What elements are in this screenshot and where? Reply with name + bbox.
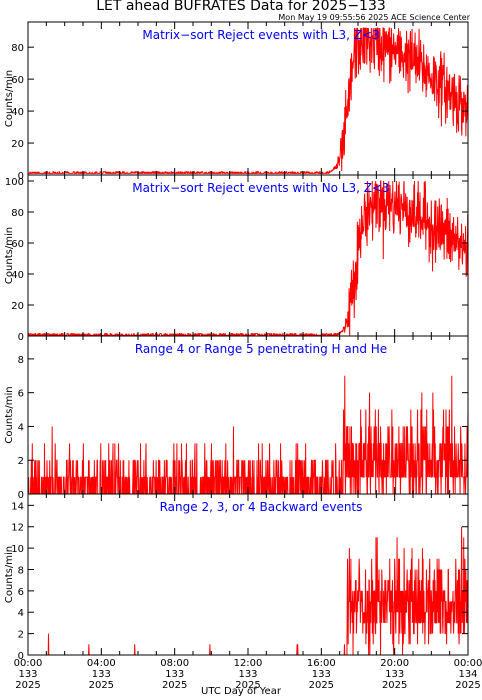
x-tick-day-label: 133 (165, 669, 184, 680)
y-tick-label-3: 4 (18, 422, 24, 433)
x-tick-day-label: 133 (92, 669, 111, 680)
y-axis-label-1: Counts/min (4, 70, 15, 127)
x-tick-year-label: 2025 (235, 680, 260, 691)
series-line-3-1 (27, 375, 469, 495)
y-tick-label-1: 80 (11, 43, 24, 54)
x-axis-label: UTC Day of Year (201, 686, 281, 697)
x-tick-year-label: 2025 (89, 680, 114, 691)
y-tick-label-4: 6 (18, 587, 24, 598)
y-tick-label-2: 0 (18, 332, 24, 343)
y-tick-label-3: 6 (18, 389, 24, 400)
y-tick-label-3: 8 (18, 355, 24, 366)
panel-title-1: Matrix−sort Reject events with L3, Z<3 (142, 28, 379, 42)
y-tick-label-4: 8 (18, 565, 24, 576)
x-tick-year-label: 2025 (382, 680, 407, 691)
x-tick-day-label: 133 (385, 669, 404, 680)
x-tick-time-label: 00:00 (14, 658, 43, 669)
y-tick-label-3: 2 (18, 456, 24, 467)
x-tick-day-label: 134 (458, 669, 477, 680)
y-tick-label-1: 20 (11, 139, 24, 150)
y-tick-label-4: 12 (11, 523, 24, 534)
x-tick-year-label: 2025 (309, 680, 334, 691)
x-tick-day-label: 133 (238, 669, 257, 680)
y-tick-label-2: 80 (11, 208, 24, 219)
y-tick-label-4: 14 (11, 501, 24, 512)
y-axis-label-2: Counts/min (4, 227, 15, 284)
y-tick-label-4: 4 (18, 608, 24, 619)
y-axis-label-3: Counts/min (4, 386, 15, 443)
x-tick-time-label: 20:00 (380, 658, 409, 669)
y-tick-label-3: 0 (18, 490, 24, 501)
x-tick-time-label: 00:00 (454, 658, 482, 669)
plot-frame-1 (27, 21, 469, 176)
x-tick-day-label: 133 (18, 669, 37, 680)
panel-title-3: Range 4 or Range 5 penetrating H and He (135, 342, 387, 356)
timestamp: Mon May 19 09:55:56 2025 ACE Science Cen… (278, 13, 470, 22)
series-line-4-1 (28, 526, 469, 656)
y-tick-label-1: 40 (11, 107, 24, 118)
y-tick-label-2: 20 (11, 301, 24, 312)
x-tick-year-label: 2025 (15, 680, 40, 691)
x-tick-time-label: 12:00 (234, 658, 263, 669)
x-tick-year-label: 2025 (455, 680, 480, 691)
panel-title-4: Range 2, 3, or 4 Backward events (160, 500, 363, 514)
page-title: LET ahead BUFRATES Data for 2025−133 (96, 0, 386, 14)
x-tick-time-label: 16:00 (307, 658, 336, 669)
y-tick-label-1: 0 (18, 171, 24, 182)
y-tick-label-2: 40 (11, 270, 24, 281)
series-line-1-1 (28, 27, 469, 174)
series-line-2-1 (27, 180, 469, 337)
y-tick-label-4: 2 (18, 630, 24, 641)
y-tick-label-2: 100 (5, 177, 24, 188)
y-tick-label-1: 60 (11, 75, 24, 86)
y-tick-label-4: 0 (18, 651, 24, 662)
y-tick-label-2: 60 (11, 239, 24, 250)
panel-title-2: Matrix−sort Reject events with No L3, Z<… (132, 181, 389, 195)
y-axis-label-4: Counts/min (4, 546, 15, 603)
x-tick-time-label: 04:00 (87, 658, 116, 669)
x-tick-day-label: 133 (312, 669, 331, 680)
x-tick-time-label: 08:00 (160, 658, 189, 669)
y-tick-label-4: 10 (11, 544, 24, 555)
x-tick-year-label: 2025 (162, 680, 187, 691)
